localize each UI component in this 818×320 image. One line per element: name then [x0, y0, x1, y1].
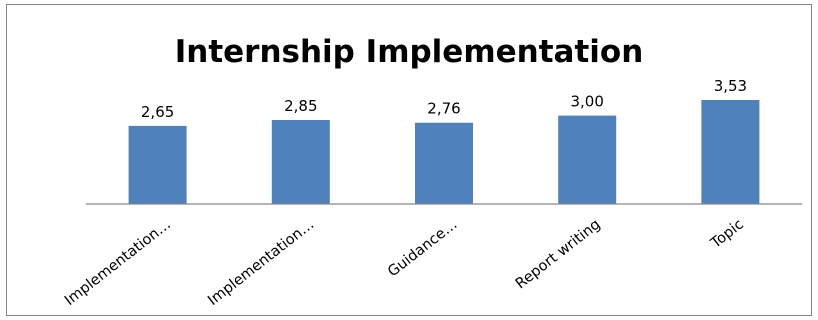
bars-layer: 2,65 Implementation… 2,85 Implementation… 2,… [62, 77, 760, 309]
data-label-5: 3,53 [714, 77, 747, 95]
bar-5 [701, 100, 760, 204]
category-label-2: Implementation… [205, 217, 317, 309]
category-label-5: Topic [707, 217, 746, 253]
category-label-3: Guidance… [385, 217, 460, 281]
bar-4 [558, 115, 617, 204]
data-label-4: 3,00 [570, 93, 603, 111]
bar-3 [415, 122, 473, 204]
chart-frame: Internship Implementation 2,65 Implementa… [6, 4, 812, 316]
bar-chart: Internship Implementation 2,65 Implementa… [62, 34, 802, 309]
data-label-3: 2,76 [427, 100, 460, 118]
category-label-1: Implementation… [62, 217, 174, 309]
data-label-2: 2,85 [284, 97, 317, 115]
data-label-1: 2,65 [141, 103, 174, 121]
category-label-4: Report writing [513, 217, 604, 293]
bar-2 [271, 120, 330, 204]
bar-1 [128, 125, 187, 204]
chart-title: Internship Implementation [175, 34, 644, 70]
